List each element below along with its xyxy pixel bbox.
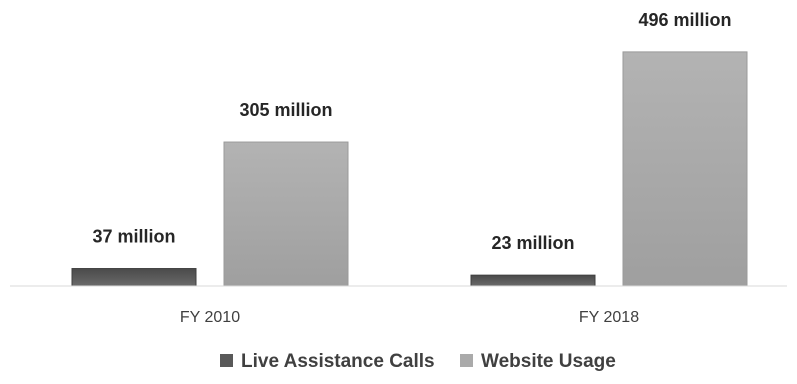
data-label: 23 million — [491, 233, 574, 253]
bar-live-assistance-calls-0 — [71, 268, 197, 287]
bar-website-usage-0 — [223, 141, 349, 287]
legend-label: Live Assistance Calls — [241, 351, 435, 372]
bar-live-assistance-calls-1 — [470, 274, 596, 287]
data-label: 496 million — [638, 10, 731, 30]
data-label: 305 million — [239, 100, 332, 120]
x-tick-label: FY 2018 — [579, 309, 639, 326]
legend-swatch — [460, 354, 473, 367]
data-labels-layer: 37 million 305 million 23 million 496 milli… — [92, 10, 731, 253]
x-tick-labels: FY 2010 FY 2018 — [180, 309, 639, 326]
x-tick-label: FY 2010 — [180, 309, 240, 326]
legend-swatch — [220, 354, 233, 367]
bars-layer — [71, 51, 748, 287]
data-label: 37 million — [92, 227, 175, 247]
legend: Live Assistance Calls Website Usage — [220, 351, 616, 372]
bar-website-usage-1 — [622, 51, 748, 287]
legend-label: Website Usage — [481, 351, 616, 372]
